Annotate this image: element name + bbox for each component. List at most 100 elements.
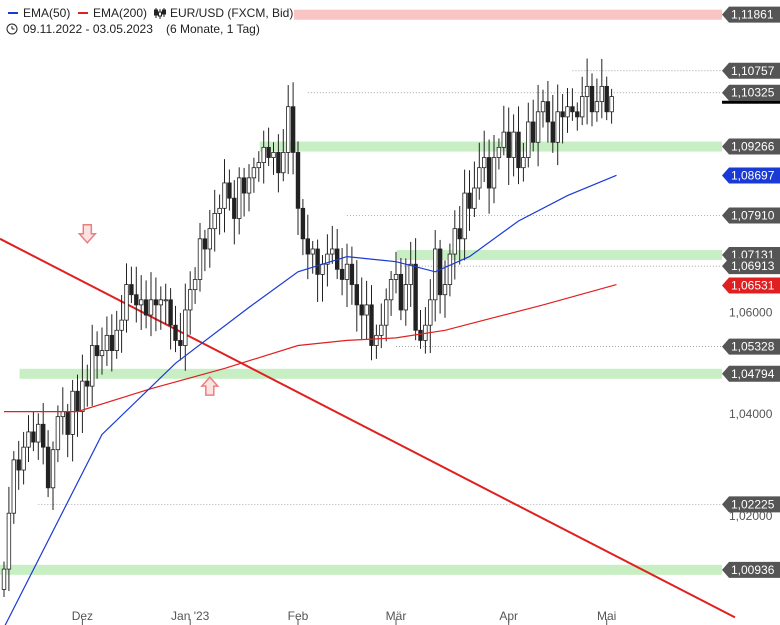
- candle: [31, 411, 36, 452]
- candle-body: [432, 248, 438, 301]
- candle: [379, 303, 384, 349]
- candle: [369, 285, 374, 361]
- candle-body: [16, 459, 21, 471]
- candle-body: [364, 304, 369, 316]
- candle-body: [462, 192, 467, 240]
- candle-body: [124, 284, 129, 321]
- candle: [55, 405, 61, 463]
- candle: [413, 238, 418, 341]
- candle-body: [60, 411, 65, 418]
- level-badge-bg: [722, 365, 780, 382]
- candle-body: [187, 289, 193, 311]
- candle-body: [212, 213, 217, 230]
- level-badge: 1,10757: [722, 62, 780, 79]
- x-tick-label: Feb: [288, 609, 309, 623]
- candle: [310, 241, 315, 274]
- candle-body: [241, 177, 247, 194]
- candle-body: [447, 253, 453, 285]
- candle-body: [148, 299, 154, 316]
- level-badge: 1,02225: [722, 496, 780, 513]
- candle: [236, 167, 242, 235]
- zones-layer: [0, 9, 723, 575]
- candle: [266, 127, 271, 166]
- candle-body: [550, 121, 555, 143]
- candle-body: [217, 207, 222, 214]
- candle: [50, 441, 56, 511]
- candle-body: [80, 380, 85, 412]
- ema50-badge: 1,08697: [722, 167, 780, 184]
- candle-body: [202, 238, 208, 250]
- candle: [496, 138, 502, 170]
- candle-body: [45, 446, 51, 489]
- candle: [580, 76, 585, 126]
- candle-body: [481, 157, 487, 169]
- candle: [599, 58, 604, 119]
- candle-body: [31, 431, 36, 443]
- candle-body: [305, 238, 310, 255]
- candle: [462, 169, 467, 261]
- trendline-layer: [0, 237, 736, 619]
- candle: [374, 324, 379, 359]
- candle: [222, 159, 227, 233]
- candle-body: [594, 101, 600, 113]
- candle-body: [11, 459, 16, 514]
- candle: [481, 130, 487, 183]
- candle: [129, 266, 134, 304]
- candle: [604, 76, 609, 121]
- candle-body: [290, 106, 296, 153]
- candle-body: [374, 334, 379, 346]
- x-tick-label: Dez: [72, 609, 93, 623]
- candle: [80, 354, 85, 434]
- candle-body: [119, 319, 124, 331]
- candle: [197, 223, 203, 292]
- level-badge-label: 1,11861: [731, 8, 774, 22]
- candle: [16, 440, 21, 490]
- candle-body: [246, 177, 252, 194]
- ema200-badge-bg: [722, 277, 780, 294]
- candle-body: [99, 350, 105, 357]
- candle: [383, 288, 389, 342]
- candle-body: [403, 284, 408, 311]
- candle-body: [369, 304, 374, 346]
- candle-body: [271, 152, 276, 158]
- candle: [486, 139, 492, 214]
- clock-icon: [6, 23, 18, 35]
- candle: [472, 161, 477, 218]
- x-tick-label: Jan '23: [171, 609, 210, 623]
- candle-body: [1, 568, 7, 590]
- candle-body: [609, 96, 614, 113]
- candle: [227, 169, 232, 211]
- candle-body: [521, 157, 526, 169]
- candle-body: [413, 263, 418, 331]
- candle-body: [192, 279, 198, 291]
- level-zone: [19, 368, 723, 379]
- candle-body: [428, 299, 433, 326]
- candle: [119, 294, 124, 353]
- candle: [570, 88, 575, 121]
- candle: [109, 314, 114, 372]
- candle: [300, 199, 306, 256]
- candle: [271, 142, 276, 175]
- candle: [143, 280, 149, 329]
- candle: [26, 415, 31, 463]
- level-badge-label: 1,02225: [731, 497, 775, 511]
- candle-body: [511, 131, 516, 158]
- candle: [589, 73, 595, 127]
- candle-body: [138, 299, 144, 306]
- candle: [104, 316, 110, 366]
- candle: [261, 130, 266, 184]
- candle: [359, 277, 364, 340]
- candle: [99, 327, 105, 375]
- candle: [364, 280, 369, 340]
- candle: [565, 88, 570, 133]
- candle: [315, 239, 320, 302]
- x-tick-label: Mai: [597, 609, 616, 623]
- candle-body: [565, 106, 570, 118]
- candle-body: [491, 157, 497, 189]
- candle: [148, 272, 154, 337]
- candle: [41, 403, 46, 465]
- candle: [11, 451, 16, 524]
- candle: [1, 561, 7, 598]
- current-price-bg: [722, 84, 780, 101]
- candle: [251, 157, 257, 193]
